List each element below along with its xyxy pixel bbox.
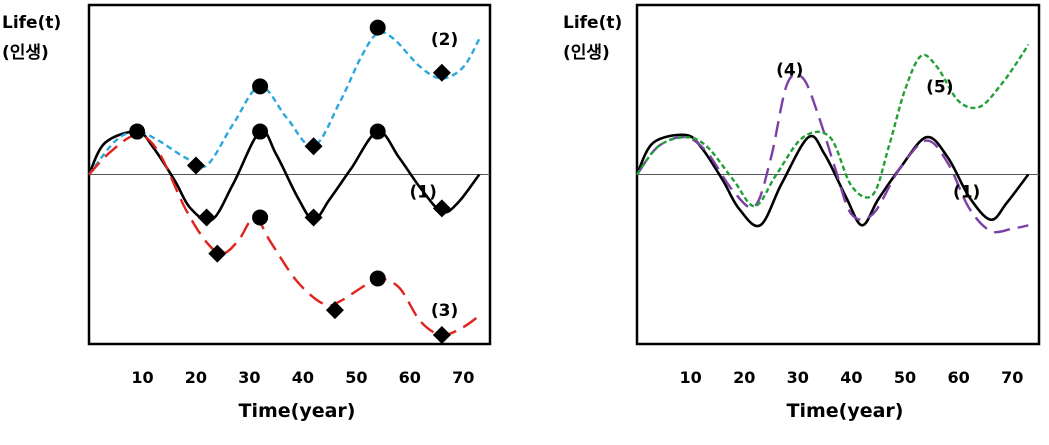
- left-peak-marker-circle: [252, 78, 269, 95]
- left-x-tick-label: 20: [185, 368, 207, 387]
- left-trough-marker-diamond: [325, 301, 344, 320]
- right-x-tick-label: 60: [947, 368, 969, 387]
- left-peak-marker-circle: [369, 19, 386, 36]
- left-series-annotation: (1): [409, 182, 436, 202]
- left-peak-marker-circle: [252, 123, 269, 140]
- right-chart-panel: Life(t) (인생) Time(year) (4) (5) (1) 10 20 30 4…: [563, 3, 1041, 422]
- right-series-line-4: [636, 73, 1029, 234]
- left-trough-marker-diamond: [432, 325, 451, 344]
- left-x-tick-label: 60: [399, 368, 421, 387]
- left-x-tick-label: 40: [292, 368, 314, 387]
- right-y-label-line-2: (인생): [563, 43, 610, 63]
- right-x-tick-label: 70: [1001, 368, 1023, 387]
- right-series-line-5: [636, 43, 1030, 208]
- right-series-annotation: (5): [926, 77, 953, 97]
- left-trough-marker-diamond: [208, 244, 227, 263]
- left-series-annotation: (3): [431, 301, 458, 321]
- left-x-axis-title: Time(year): [239, 400, 356, 422]
- left-x-tick-label: 50: [345, 368, 367, 387]
- right-y-label-line-1: Life(t): [563, 13, 622, 33]
- right-x-tick-label: 20: [733, 368, 755, 387]
- left-trough-marker-diamond: [186, 156, 205, 175]
- right-series-annotation: (1): [953, 182, 980, 202]
- left-series-line-3: [88, 133, 480, 337]
- right-series-line-1: [635, 133, 1030, 228]
- right-x-tick-label: 40: [840, 368, 862, 387]
- left-series-line-1: [87, 129, 481, 222]
- left-chart-panel: Life(t) (인생) Time(year) (2) (1) (3) 10 20 30 4…: [2, 3, 492, 422]
- right-series-annotation: (4): [776, 60, 803, 80]
- left-x-tick-label: 70: [452, 368, 474, 387]
- left-trough-marker-diamond: [432, 199, 451, 218]
- right-x-tick-label: 50: [894, 368, 916, 387]
- left-peak-marker-circle: [129, 123, 146, 140]
- left-x-tick-label: 30: [238, 368, 260, 387]
- left-peak-marker-circle: [252, 209, 269, 226]
- left-peak-marker-circle: [369, 123, 386, 140]
- left-series-annotation: (2): [431, 30, 458, 50]
- left-y-label-line-2: (인생): [2, 43, 49, 63]
- left-trough-marker-diamond: [197, 208, 216, 227]
- right-x-axis-title: Time(year): [787, 400, 904, 422]
- left-series-line-2: [88, 30, 481, 176]
- left-peak-marker-circle: [369, 270, 386, 287]
- left-x-tick-label: 10: [131, 368, 153, 387]
- left-trough-marker-diamond: [304, 208, 323, 227]
- right-x-tick-label: 30: [787, 368, 809, 387]
- left-y-label-line-1: Life(t): [2, 13, 61, 33]
- right-x-tick-label: 10: [679, 368, 701, 387]
- left-trough-marker-diamond: [304, 137, 323, 156]
- left-trough-marker-diamond: [432, 63, 451, 82]
